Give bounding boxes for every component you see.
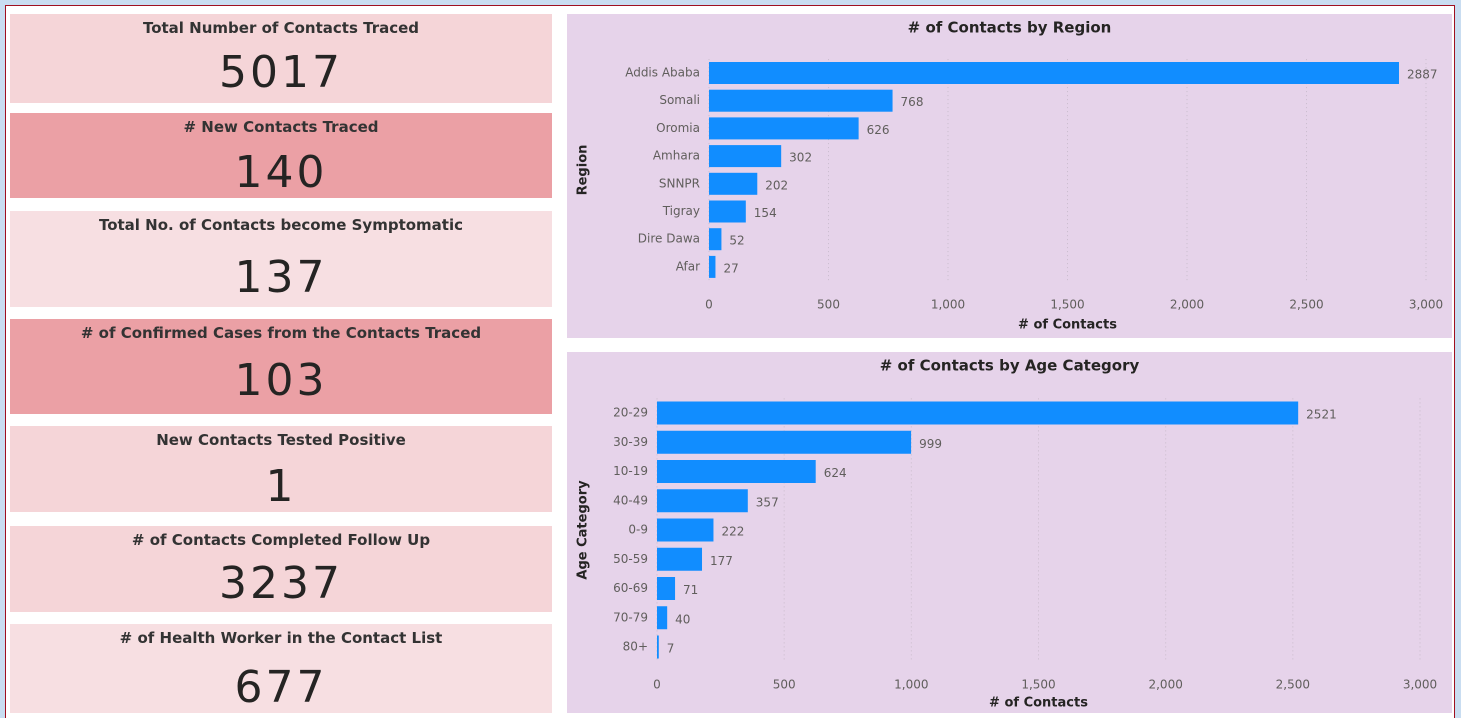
y-tick-label: 50-59 xyxy=(613,552,648,566)
x-tick-label: 1,500 xyxy=(1021,678,1055,692)
bar xyxy=(709,62,1399,84)
x-tick-label: 1,500 xyxy=(1050,298,1084,312)
kpi-value: 677 xyxy=(234,662,328,713)
data-label: 626 xyxy=(867,123,890,137)
kpi-value: 103 xyxy=(234,355,328,406)
bar xyxy=(657,430,912,454)
y-tick-label: SNNPR xyxy=(659,176,700,190)
data-label: 40 xyxy=(675,612,690,626)
chart-title: # of Contacts by Region xyxy=(908,19,1112,37)
y-tick-label: Addis Ababa xyxy=(625,66,700,80)
x-tick-label: 3,000 xyxy=(1403,678,1437,692)
x-tick-label: 1,000 xyxy=(931,298,965,312)
x-tick-label: 2,500 xyxy=(1289,298,1323,312)
bar xyxy=(657,606,668,630)
kpi-card: # of Health Worker in the Contact List 67… xyxy=(10,624,552,713)
x-axis-title: # of Contacts xyxy=(1018,318,1117,333)
y-tick-label: Amhara xyxy=(653,149,700,163)
x-tick-label: 3,000 xyxy=(1409,298,1443,312)
kpi-value: 140 xyxy=(234,147,328,198)
x-tick-label: 0 xyxy=(705,298,713,312)
kpi-card: New Contacts Tested Positive 1 xyxy=(10,426,552,512)
data-label: 154 xyxy=(754,206,777,220)
x-tick-label: 2,000 xyxy=(1148,678,1182,692)
kpi-value: 5017 xyxy=(219,47,343,98)
data-label: 71 xyxy=(683,583,698,597)
data-label: 27 xyxy=(723,261,738,275)
y-tick-label: 70-79 xyxy=(613,610,648,624)
y-tick-label: Oromia xyxy=(656,121,700,135)
data-label: 357 xyxy=(756,495,779,509)
kpi-title: # of Contacts Completed Follow Up xyxy=(131,531,431,549)
data-label: 2887 xyxy=(1407,68,1438,82)
bar xyxy=(709,255,716,278)
y-tick-label: Tigray xyxy=(662,204,700,218)
x-axis-title: # of Contacts xyxy=(989,696,1088,711)
y-tick-label: 20-29 xyxy=(613,406,648,420)
data-label: 202 xyxy=(765,178,788,192)
data-label: 7 xyxy=(667,642,675,656)
kpi-card: # of Contacts Completed Follow Up 3237 xyxy=(10,526,552,612)
bar xyxy=(709,145,782,168)
data-label: 222 xyxy=(721,525,744,539)
kpi-card: # New Contacts Traced 140 xyxy=(10,113,552,198)
y-tick-label: Somali xyxy=(659,93,700,107)
y-tick-label: Dire Dawa xyxy=(638,232,700,246)
data-label: 177 xyxy=(710,554,733,568)
y-tick-label: 40-49 xyxy=(613,493,648,507)
x-tick-label: 2,000 xyxy=(1170,298,1204,312)
y-tick-label: 30-39 xyxy=(613,435,648,449)
kpi-card: Total Number of Contacts Traced 5017 xyxy=(10,14,552,103)
kpi-card: Total No. of Contacts become Symptomatic… xyxy=(10,211,552,307)
kpi-value: 3237 xyxy=(219,558,343,609)
kpi-title: Total Number of Contacts Traced xyxy=(142,19,420,37)
bar xyxy=(657,401,1299,425)
bar xyxy=(657,460,816,483)
bar xyxy=(709,172,758,195)
kpi-title: # of Confirmed Cases from the Contacts T… xyxy=(80,324,482,342)
bar xyxy=(657,547,703,571)
y-axis-title: Age Category xyxy=(576,480,591,580)
x-tick-label: 2,500 xyxy=(1276,678,1310,692)
kpi-title: Total No. of Contacts become Symptomatic xyxy=(98,216,464,234)
y-tick-label: Afar xyxy=(676,259,700,273)
x-tick-label: 500 xyxy=(773,678,796,692)
kpi-title: # New Contacts Traced xyxy=(183,118,379,136)
x-tick-label: 500 xyxy=(817,298,840,312)
data-label: 2521 xyxy=(1306,408,1337,422)
y-tick-label: 10-19 xyxy=(613,464,648,478)
bar xyxy=(709,89,893,112)
y-tick-label: 0-9 xyxy=(628,523,648,537)
y-axis-title: Region xyxy=(576,145,591,196)
bar xyxy=(709,117,859,140)
data-label: 624 xyxy=(824,466,847,480)
bar xyxy=(657,577,676,600)
data-label: 52 xyxy=(729,234,744,248)
data-label: 768 xyxy=(901,95,924,109)
bar xyxy=(709,228,722,251)
data-label: 999 xyxy=(919,437,942,451)
kpi-card: # of Confirmed Cases from the Contacts T… xyxy=(10,319,552,414)
bar xyxy=(709,200,746,223)
kpi-title: # of Health Worker in the Contact List xyxy=(119,629,443,647)
y-tick-label: 80+ xyxy=(623,640,648,654)
x-tick-label: 0 xyxy=(653,678,661,692)
bar xyxy=(657,635,659,659)
data-label: 302 xyxy=(789,151,812,165)
kpi-value: 1 xyxy=(265,461,297,512)
chart-title: # of Contacts by Age Category xyxy=(880,357,1140,375)
y-tick-label: 60-69 xyxy=(613,581,648,595)
kpi-title: New Contacts Tested Positive xyxy=(156,431,406,449)
x-tick-label: 1,000 xyxy=(894,678,928,692)
bar xyxy=(657,518,714,542)
bar xyxy=(657,489,748,513)
kpi-value: 137 xyxy=(234,252,328,303)
